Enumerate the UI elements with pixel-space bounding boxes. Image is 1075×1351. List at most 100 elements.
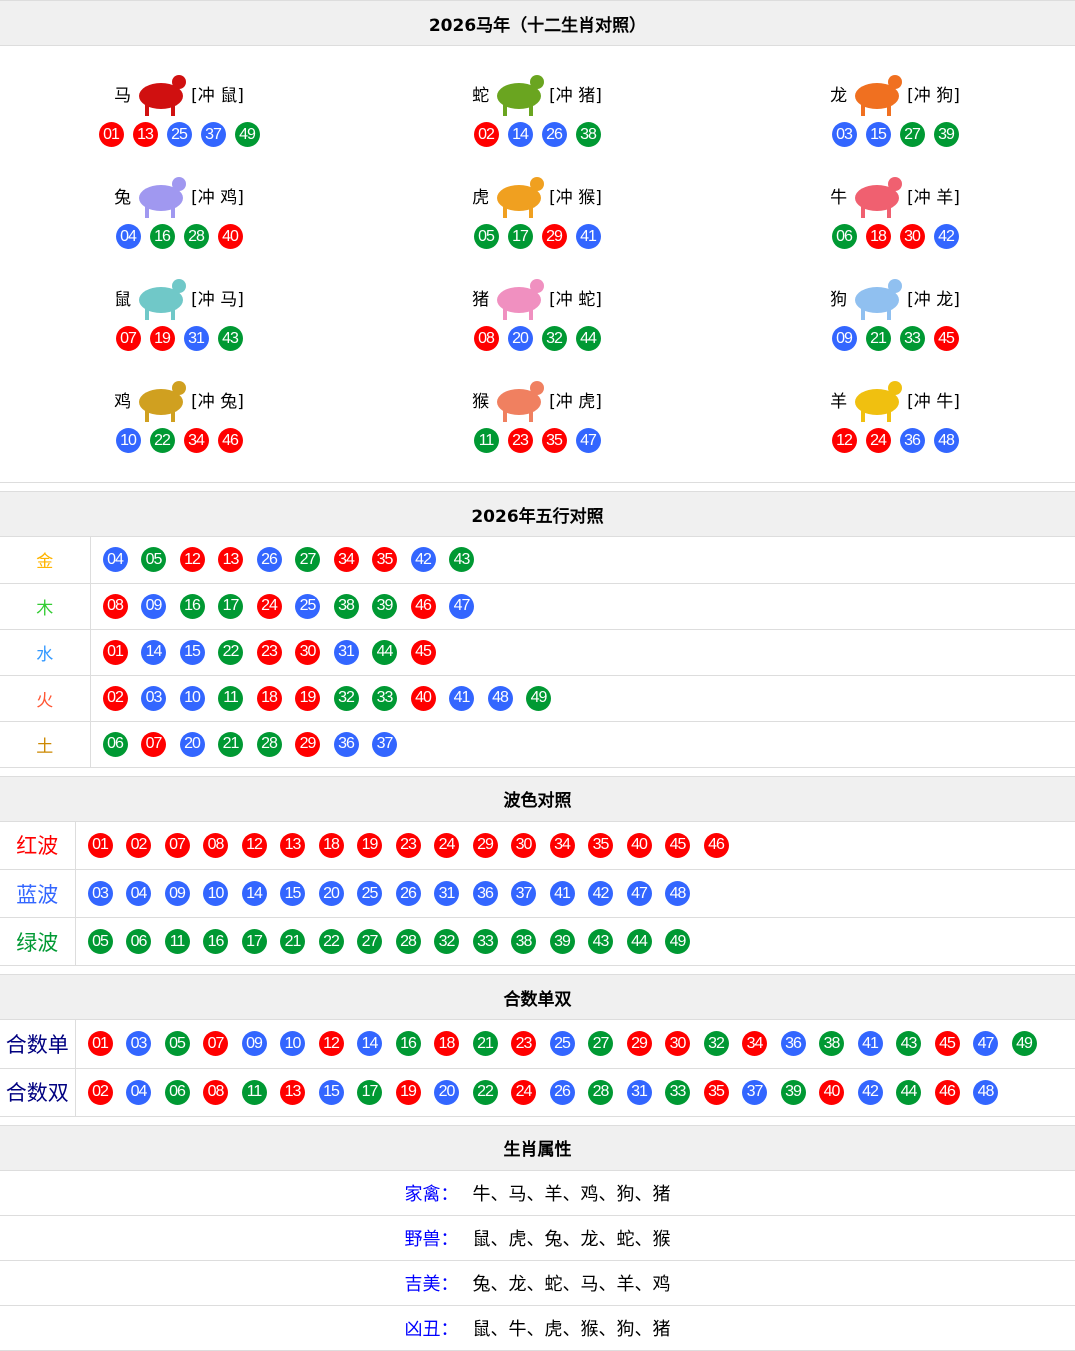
zodiac-clash: [冲 猪] [549, 81, 602, 106]
wave-label: 绿波 [0, 918, 75, 966]
attribute-row: 家禽：牛、马、羊、鸡、狗、猪 [0, 1171, 1075, 1216]
wave-label: 蓝波 [0, 870, 75, 918]
zodiac-animal-icon [489, 270, 549, 324]
zodiac-line: 鼠[冲 马] [114, 268, 244, 326]
number-ball: 49 [235, 122, 260, 147]
number-ball: 05 [474, 224, 499, 249]
number-ball: 45 [934, 326, 959, 351]
number-ball: 42 [934, 224, 959, 249]
number-ball: 39 [550, 929, 575, 954]
wuxing-label: 金 [0, 537, 90, 583]
number-ball: 32 [542, 326, 567, 351]
number-ball: 25 [167, 122, 192, 147]
number-ball: 20 [319, 881, 344, 906]
attribute-key: 家禽： [405, 1184, 459, 1205]
number-ball: 45 [411, 640, 436, 665]
number-ball: 38 [511, 929, 536, 954]
wave-label: 红波 [0, 822, 75, 870]
number-ball: 30 [295, 640, 320, 665]
number-ball: 07 [116, 326, 141, 351]
attribute-cell: 野兽：鼠、虎、兔、龙、蛇、猴 [0, 1216, 1075, 1261]
number-ball: 30 [900, 224, 925, 249]
number-ball: 22 [150, 428, 175, 453]
number-ball: 20 [434, 1080, 459, 1105]
number-ball: 47 [627, 881, 652, 906]
wuxing-title: 2026年五行对照 [0, 491, 1075, 537]
number-ball: 42 [858, 1080, 883, 1105]
number-ball: 30 [511, 833, 536, 858]
number-ball: 09 [141, 594, 166, 619]
number-ball: 02 [126, 833, 151, 858]
number-ball: 01 [99, 122, 124, 147]
number-ball: 40 [411, 686, 436, 711]
attribute-row: 野兽：鼠、虎、兔、龙、蛇、猴 [0, 1216, 1075, 1261]
number-ball: 03 [88, 881, 113, 906]
number-ball: 10 [180, 686, 205, 711]
number-ball: 16 [180, 594, 205, 619]
number-ball: 38 [819, 1031, 844, 1056]
number-ball: 12 [180, 547, 205, 572]
heshu-label: 合数双 [0, 1068, 75, 1116]
number-ball: 47 [576, 428, 601, 453]
zodiac-name: 鼠 [114, 285, 131, 310]
number-ball: 18 [319, 833, 344, 858]
number-ball: 22 [319, 929, 344, 954]
number-ball: 18 [257, 686, 282, 711]
number-ball: 11 [218, 686, 243, 711]
wuxing-label: 木 [0, 583, 90, 629]
number-ball: 01 [103, 640, 128, 665]
number-ball: 14 [141, 640, 166, 665]
number-ball: 08 [474, 326, 499, 351]
number-ball: 30 [665, 1031, 690, 1056]
number-ball: 29 [627, 1031, 652, 1056]
number-ball: 48 [488, 686, 513, 711]
number-ball: 10 [116, 428, 141, 453]
number-ball: 03 [126, 1031, 151, 1056]
number-ball: 23 [511, 1031, 536, 1056]
number-ball: 27 [900, 122, 925, 147]
zodiac-clash: [冲 蛇] [549, 285, 602, 310]
number-ball: 14 [242, 881, 267, 906]
number-ball: 06 [165, 1080, 190, 1105]
number-ball: 23 [257, 640, 282, 665]
attribute-key: 凶丑： [405, 1319, 459, 1340]
number-ball: 02 [474, 122, 499, 147]
number-ball: 19 [150, 326, 175, 351]
number-ball: 34 [184, 428, 209, 453]
number-ball: 47 [973, 1031, 998, 1056]
number-ball: 10 [280, 1031, 305, 1056]
attribute-row: 吉美：兔、龙、蛇、马、羊、鸡 [0, 1261, 1075, 1306]
number-ball: 20 [180, 732, 205, 757]
number-ball: 33 [372, 686, 397, 711]
number-ball: 08 [203, 1080, 228, 1105]
zodiac-clash: [冲 虎] [549, 387, 602, 412]
number-ball: 41 [576, 224, 601, 249]
number-ball: 42 [411, 547, 436, 572]
number-ball: 04 [103, 547, 128, 572]
number-ball: 03 [832, 122, 857, 147]
number-ball: 42 [588, 881, 613, 906]
number-ball: 24 [434, 833, 459, 858]
